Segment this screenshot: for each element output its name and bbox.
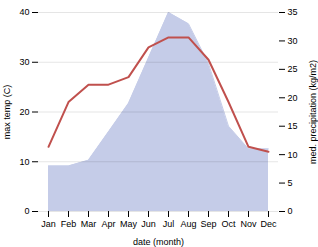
svg-text:40: 40 [19,7,29,17]
svg-text:30: 30 [288,36,298,46]
svg-text:med. precipitation (kg/m2): med. precipitation (kg/m2) [308,60,318,164]
svg-text:10: 10 [288,150,298,160]
svg-text:10: 10 [19,157,29,167]
svg-text:Feb: Feb [61,219,77,229]
svg-text:May: May [120,219,138,229]
svg-text:20: 20 [19,107,29,117]
svg-text:date (month): date (month) [133,237,184,247]
svg-text:Jul: Jul [163,219,175,229]
svg-text:0: 0 [288,206,293,216]
svg-text:Aug: Aug [180,219,196,229]
svg-text:Nov: Nov [240,219,257,229]
svg-text:0: 0 [24,206,29,216]
svg-text:Jun: Jun [141,219,156,229]
svg-text:Dec: Dec [260,219,277,229]
svg-text:max temp (C): max temp (C) [2,85,12,140]
svg-text:Oct: Oct [221,219,236,229]
svg-text:25: 25 [288,64,298,74]
svg-text:Jan: Jan [41,219,56,229]
svg-text:30: 30 [19,57,29,67]
svg-text:15: 15 [288,121,298,131]
svg-text:Apr: Apr [101,219,115,229]
svg-text:35: 35 [288,7,298,17]
svg-text:5: 5 [288,178,293,188]
svg-text:Sep: Sep [200,219,216,229]
svg-text:20: 20 [288,93,298,103]
svg-text:Mar: Mar [81,219,97,229]
